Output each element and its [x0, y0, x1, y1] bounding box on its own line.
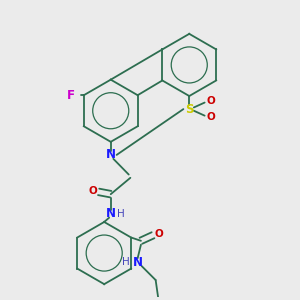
Text: N: N	[106, 148, 116, 161]
Text: H: H	[122, 257, 130, 267]
Text: H: H	[117, 209, 125, 219]
Text: O: O	[88, 186, 97, 196]
Text: O: O	[154, 229, 163, 239]
Text: F: F	[67, 89, 75, 102]
Text: N: N	[133, 256, 143, 268]
Text: N: N	[106, 207, 116, 220]
Text: O: O	[206, 96, 215, 106]
Text: O: O	[206, 112, 215, 122]
Text: S: S	[185, 103, 194, 116]
